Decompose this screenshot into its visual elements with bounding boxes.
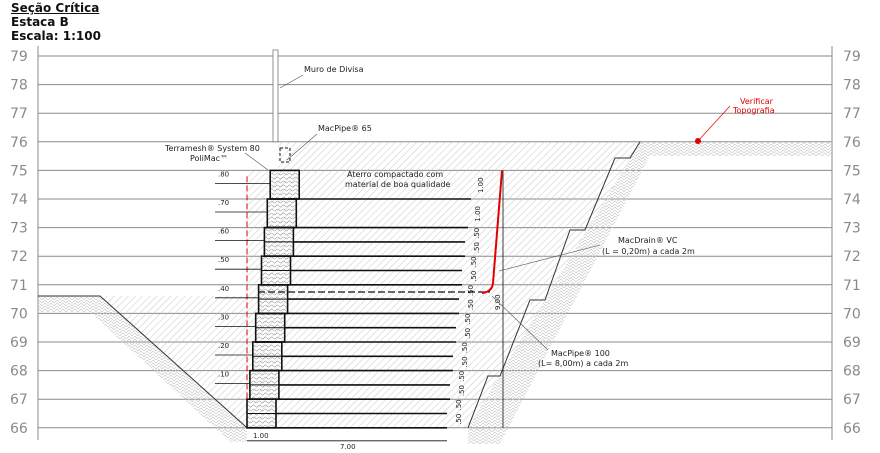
elevation-label-left: 68 xyxy=(10,364,28,380)
elevation-label-left: 77 xyxy=(10,106,28,122)
leader-line xyxy=(491,295,549,351)
station-label: Estaca B xyxy=(11,15,69,29)
leader-line xyxy=(286,133,318,161)
dimension-half-layer: .50 xyxy=(464,314,472,325)
setback-label: .70 xyxy=(218,199,229,207)
elevation-label-right: 73 xyxy=(843,221,861,237)
label-verify-2: Topografia xyxy=(732,106,775,115)
dimension-half-layer: .50 xyxy=(455,399,463,410)
dimension-half-layer: .50 xyxy=(473,228,481,239)
leader-line xyxy=(498,244,601,272)
dimension-half-layer: .50 xyxy=(461,342,469,353)
label-boundary-wall: Muro de Divisa xyxy=(304,65,364,74)
leader-line xyxy=(244,152,269,171)
dimension-half-layer: .50 xyxy=(470,271,478,282)
dimension-half-layer: .50 xyxy=(461,356,469,367)
elevation-label-right: 76 xyxy=(843,135,861,151)
label-macpipe-100-1: MacPipe® 100 xyxy=(551,349,610,358)
dimension-total-height: 9.00 xyxy=(494,294,502,310)
gabion-facing-unit xyxy=(269,169,301,200)
gabion-facing-unit xyxy=(266,198,298,229)
leader-line xyxy=(279,74,304,89)
elevation-label-left: 74 xyxy=(10,192,28,208)
elevation-label-left: 76 xyxy=(10,135,28,151)
elevation-label-left: 71 xyxy=(10,278,28,294)
dimension-full-layer: 1.00 xyxy=(474,206,482,222)
excavation-line-left xyxy=(38,295,248,429)
elevation-label-left: 78 xyxy=(10,78,28,94)
elevation-label-left: 67 xyxy=(10,392,28,408)
label-verify-1: Verificar xyxy=(740,97,774,106)
elevation-label-left: 73 xyxy=(10,221,28,237)
natural-ground-right xyxy=(468,141,832,444)
label-terramesh-1: Terramesh® System 80 xyxy=(164,144,260,153)
label-macdrain-2: (L = 0,20m) a cada 2m xyxy=(602,247,695,256)
dimension-full-layer: 1.00 xyxy=(477,177,485,193)
setback-label: .30 xyxy=(218,313,229,321)
label-macpipe-100-2: (L= 8,00m) a cada 2m xyxy=(538,359,628,368)
macpipe-65-drain xyxy=(279,147,291,163)
label-terramesh-2: PoliMac™ xyxy=(190,154,228,163)
dimension-half-layer: .50 xyxy=(455,414,463,425)
dimension-half-layer: .50 xyxy=(458,385,466,396)
leader-line xyxy=(697,105,731,142)
macdrain-vc xyxy=(481,170,503,294)
dimension-half-layer: .50 xyxy=(458,371,466,382)
elevation-label-right: 68 xyxy=(843,364,861,380)
elevation-label-right: 78 xyxy=(843,78,861,94)
elevation-label-right: 70 xyxy=(843,306,861,322)
dimension-half-layer: .50 xyxy=(473,242,481,253)
label-fill-2: material de boa qualidade xyxy=(345,180,450,189)
elevation-label-right: 77 xyxy=(843,106,861,122)
label-macdrain-1: MacDrain® VC xyxy=(618,236,678,245)
label-fill-1: Aterro compactado com xyxy=(347,170,443,179)
elevation-label-left: 69 xyxy=(10,335,28,351)
elevation-label-left: 75 xyxy=(10,163,28,179)
dimension-half-layer: .50 xyxy=(467,299,475,310)
setback-label: .50 xyxy=(218,256,229,264)
elevation-label-right: 79 xyxy=(843,49,861,65)
elevation-label-left: 72 xyxy=(10,249,28,265)
elevation-label-left: 66 xyxy=(10,421,28,437)
setback-label: .40 xyxy=(218,285,229,293)
elevation-label-right: 66 xyxy=(843,421,861,437)
setback-label: .80 xyxy=(218,170,229,178)
dimension-base-width: 1.00 xyxy=(253,432,269,440)
excavation-line-right xyxy=(467,141,641,428)
elevation-label-left: 79 xyxy=(10,49,28,65)
elevation-label-right: 69 xyxy=(843,335,861,351)
setback-label: .20 xyxy=(218,342,229,350)
label-macpipe-65: MacPipe® 65 xyxy=(318,124,372,133)
natural-ground-left xyxy=(38,296,247,442)
section-title: Seção Crítica xyxy=(11,1,100,15)
elevation-label-left: 70 xyxy=(10,306,28,322)
elevation-label-right: 71 xyxy=(843,278,861,294)
topography-point-marker xyxy=(695,138,701,144)
scale-label: Escala: 1:100 xyxy=(11,29,101,43)
dimension-half-layer: .50 xyxy=(464,328,472,339)
elevation-label-right: 75 xyxy=(843,163,861,179)
boundary-wall xyxy=(272,49,279,143)
dimension-reinforcement-length: 7.00 xyxy=(340,443,356,451)
elevation-label-right: 74 xyxy=(843,192,861,208)
setback-label: .60 xyxy=(218,228,229,236)
elevation-label-right: 67 xyxy=(843,392,861,408)
dimension-half-layer: .50 xyxy=(470,256,478,267)
elevation-label-right: 72 xyxy=(843,249,861,265)
dimension-half-layer: .50 xyxy=(467,285,475,296)
setback-label: .10 xyxy=(218,371,229,379)
